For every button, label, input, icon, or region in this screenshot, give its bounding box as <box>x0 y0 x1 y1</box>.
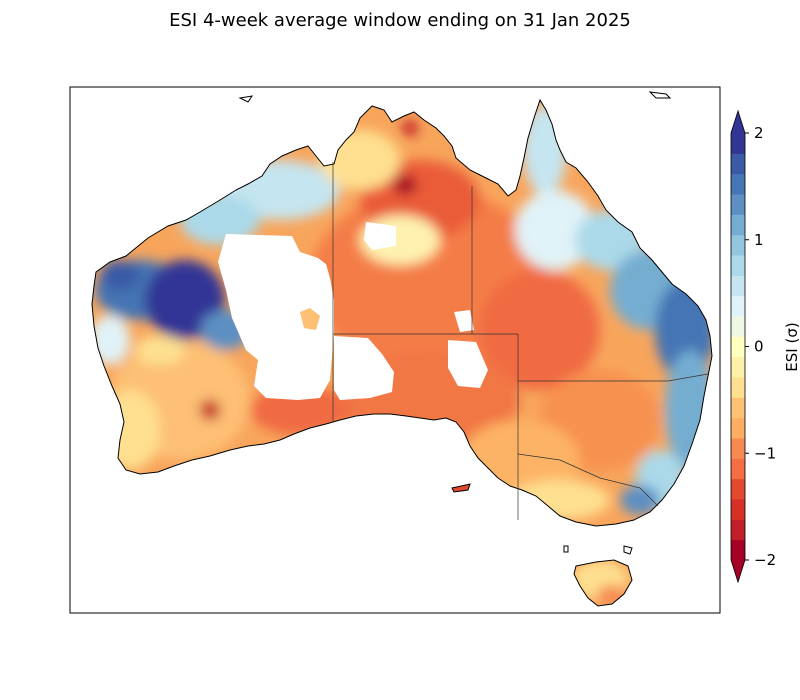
colorbar-segment <box>731 316 745 337</box>
colorbar-segment <box>731 519 745 541</box>
colorbar-tick-label: 1 <box>754 231 764 249</box>
colorbar-extend-min <box>731 560 745 582</box>
tasmania-coast <box>573 559 633 607</box>
colorbar-segment <box>731 397 745 419</box>
colorbar-segment <box>731 194 745 215</box>
colorbar-segment <box>731 458 745 480</box>
colorbar-segment <box>731 214 745 236</box>
chart-title: ESI 4-week average window ending on 31 J… <box>169 10 631 31</box>
colorbar-segment <box>731 255 745 276</box>
colorbar-tick-label: −1 <box>754 444 776 462</box>
colorbar-segment <box>731 275 745 297</box>
colorbar-segment <box>731 478 745 500</box>
colorbar-segment <box>731 234 745 256</box>
colorbar-segment <box>731 295 745 317</box>
coastline <box>91 91 713 607</box>
colorbar-segment <box>731 377 745 398</box>
colorbar-segment <box>731 153 745 175</box>
colorbar-segment <box>731 539 745 561</box>
colorbar: 2 1 0 −1 −2 <box>730 109 776 584</box>
colorbar-tick-label: 0 <box>754 338 764 356</box>
colorbar-tick-label: −2 <box>754 551 776 569</box>
no-data-regions <box>218 222 488 400</box>
colorbar-segment <box>731 438 745 459</box>
colorbar-extend-max <box>731 111 745 133</box>
state-boundaries <box>332 162 709 520</box>
colorbar-segment <box>731 336 745 358</box>
colorbar-segment <box>731 417 745 439</box>
colorbar-label: ESI (σ) <box>783 322 800 371</box>
colorbar-tick-label: 2 <box>754 124 764 142</box>
colorbar-segment <box>731 173 745 195</box>
colorbar-segment <box>731 356 745 378</box>
colorbar-segment <box>731 133 745 154</box>
colorbar-segment <box>731 499 745 520</box>
